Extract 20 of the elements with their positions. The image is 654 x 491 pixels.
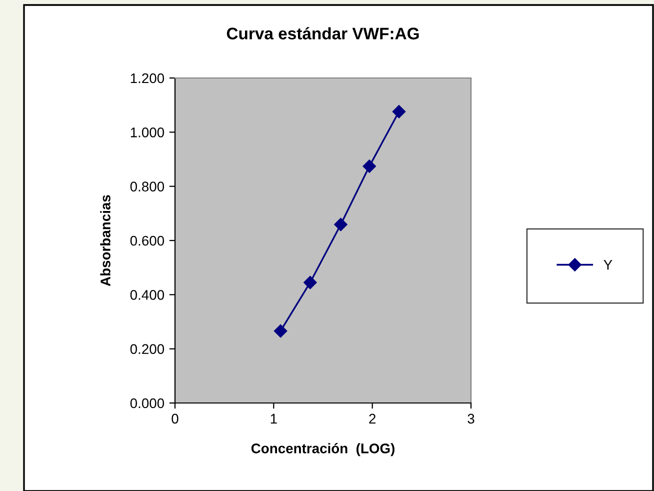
y-tick-label: 0.000	[130, 398, 164, 408]
y-tick-label: 0.400	[130, 290, 164, 300]
y-axis-title: Absorbancias	[100, 195, 110, 286]
point	[334, 218, 348, 232]
x-tick-label: 3	[468, 414, 474, 424]
point	[304, 276, 317, 290]
point	[274, 324, 288, 338]
y-tick-label: 0.200	[130, 344, 164, 354]
y-tick-label: 0.800	[130, 182, 164, 192]
y-tick-label: 0.600	[130, 236, 164, 246]
point	[392, 104, 406, 118]
legend-label: Y	[604, 260, 612, 270]
x-tick-label: 1	[270, 414, 277, 424]
x-tick-label: 0	[172, 414, 178, 424]
x-tick-label: 2	[369, 414, 376, 424]
point	[362, 160, 376, 173]
chart-title: Curva estándar VWF:AG	[226, 27, 419, 40]
x-axis-title: Concentración (LOG)	[251, 443, 394, 456]
y-tick-label: 1.200	[130, 73, 164, 84]
y-tick-label: 1.000	[130, 128, 164, 138]
